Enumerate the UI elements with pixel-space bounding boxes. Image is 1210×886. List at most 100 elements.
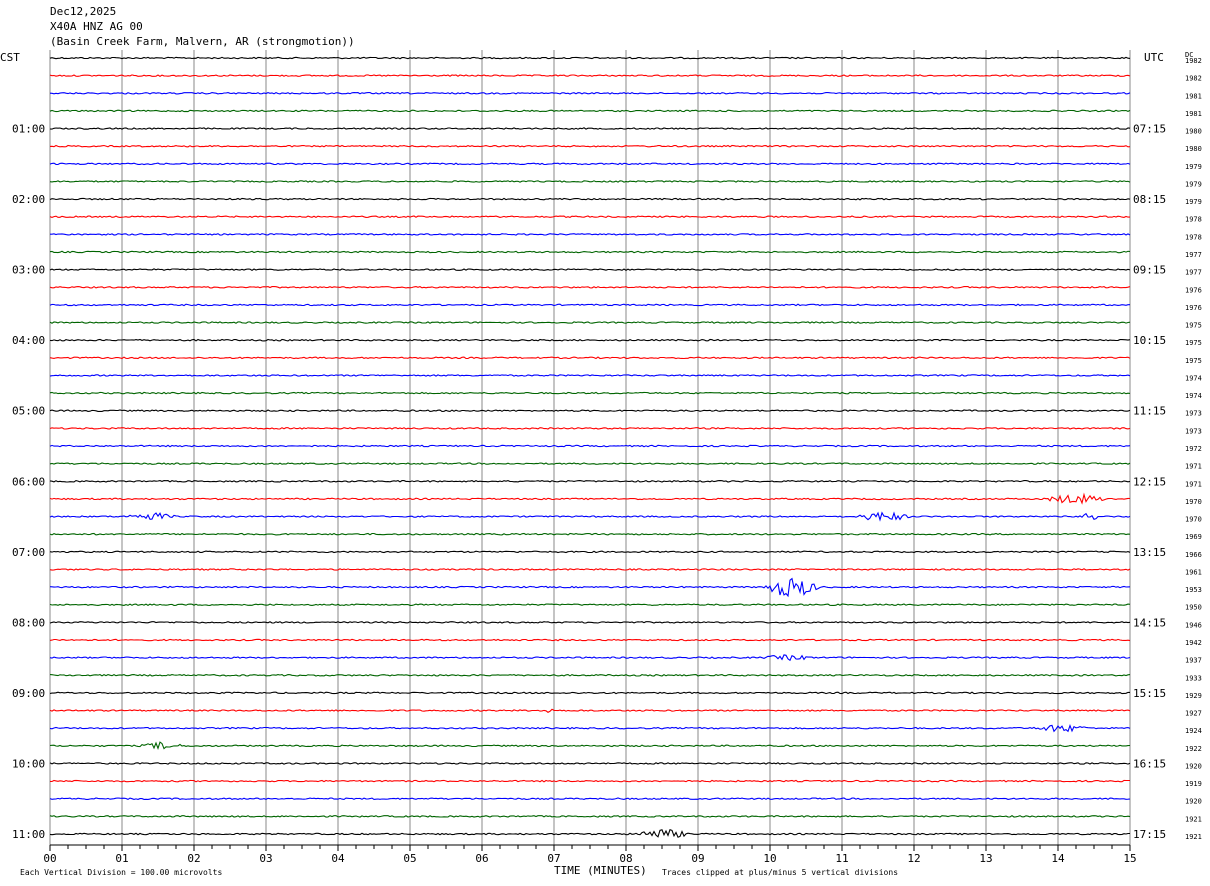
left-hour-label: 02:00 xyxy=(12,193,45,206)
trace-line xyxy=(49,638,1131,642)
dc-offset-label: 1972 xyxy=(1185,445,1202,453)
trace-line xyxy=(49,691,1130,695)
dc-offset-label: 1950 xyxy=(1185,604,1202,612)
grid-lines xyxy=(49,50,1131,845)
trace-group xyxy=(49,56,1131,838)
header-station: X40A HNZ AG 00 xyxy=(50,20,143,33)
dc-offset-label: 1979 xyxy=(1185,198,1202,206)
dc-offset-label: 1979 xyxy=(1185,180,1202,188)
trace-line xyxy=(49,492,1131,505)
x-tick-label: 07 xyxy=(547,852,560,865)
trace-line xyxy=(49,568,1131,571)
dc-offset-label: 1971 xyxy=(1185,480,1202,488)
dc-offset-label: 1970 xyxy=(1185,516,1202,524)
x-tick-label: 03 xyxy=(259,852,272,865)
left-hour-label: 09:00 xyxy=(12,687,45,700)
dc-offset-label: 1977 xyxy=(1185,251,1202,259)
dc-offset-label: 1921 xyxy=(1185,815,1202,823)
trace-line xyxy=(49,74,1131,77)
trace-line xyxy=(49,815,1131,818)
right-hour-label: 07:15 xyxy=(1133,123,1166,136)
dc-offset-label: 1982 xyxy=(1185,75,1202,83)
dc-offset-label: 1970 xyxy=(1185,498,1202,506)
dc-offset-label: 1982 xyxy=(1185,57,1202,65)
trace-line xyxy=(49,409,1131,413)
trace-line xyxy=(49,391,1131,395)
x-tick-label: 15 xyxy=(1123,852,1136,865)
trace-line xyxy=(49,532,1131,536)
dc-offset-label: 1937 xyxy=(1185,657,1202,665)
left-hour-label: 03:00 xyxy=(12,264,45,277)
x-tick-label: 13 xyxy=(979,852,992,865)
trace-line xyxy=(49,797,1131,801)
left-hour-label: 10:00 xyxy=(12,757,45,770)
left-hour-label: 01:00 xyxy=(12,123,45,136)
trace-line xyxy=(49,268,1131,271)
trace-line xyxy=(49,511,1131,522)
trace-line xyxy=(49,462,1131,465)
trace-line xyxy=(49,779,1130,783)
right-hour-label: 11:15 xyxy=(1133,405,1166,418)
left-time-labels: 01:00 02:00 03:00 04:00 05:00 06:00 07:00 08:00… xyxy=(12,123,45,841)
x-tick-label: 11 xyxy=(835,852,848,865)
header-date: Dec12,2025 xyxy=(50,5,116,18)
dc-offset-label: 1981 xyxy=(1185,110,1202,118)
dc-offset-label: 1927 xyxy=(1185,710,1202,718)
trace-line xyxy=(49,621,1131,624)
right-hour-label: 16:15 xyxy=(1133,757,1166,770)
dc-offset-label: 1942 xyxy=(1185,639,1202,647)
left-hour-label: 05:00 xyxy=(12,405,45,418)
dc-offset-label: 1920 xyxy=(1185,762,1202,770)
trace-line xyxy=(49,708,1131,713)
trace-line xyxy=(50,233,1131,236)
dc-offset-label: 1924 xyxy=(1185,727,1202,735)
trace-line xyxy=(49,723,1131,733)
dc-offset-label: 1961 xyxy=(1185,568,1202,576)
trace-line xyxy=(49,427,1131,430)
x-axis: 00 01 02 03 04 05 06 07 08 09 10 11 12 13 14 15 xyxy=(43,844,1137,865)
dc-offset-label: 1971 xyxy=(1185,463,1202,471)
right-hour-label: 12:15 xyxy=(1133,475,1166,488)
dc-offset-label: 1976 xyxy=(1185,304,1202,312)
x-tick-label: 01 xyxy=(115,852,128,865)
dc-label: DC xyxy=(1185,51,1193,59)
dc-offset-label: 1973 xyxy=(1185,427,1202,435)
trace-line xyxy=(49,577,1131,598)
dc-offset-label: 1953 xyxy=(1185,586,1202,594)
dc-offset-label: 1969 xyxy=(1185,533,1202,541)
right-hour-label: 10:15 xyxy=(1133,334,1166,347)
x-axis-title: TIME (MINUTES) xyxy=(554,864,647,877)
x-tick-label: 14 xyxy=(1051,852,1065,865)
trace-line xyxy=(49,56,1131,60)
dc-offset-label: 1946 xyxy=(1185,621,1202,629)
x-tick-label: 06 xyxy=(475,852,488,865)
right-hour-label: 17:15 xyxy=(1133,828,1166,841)
dc-offset-label: 1978 xyxy=(1185,233,1202,241)
right-hour-label: 08:15 xyxy=(1133,193,1166,206)
dc-offset-label: 1980 xyxy=(1185,145,1202,153)
dc-offset-label: 1974 xyxy=(1185,374,1202,382)
left-hour-label: 07:00 xyxy=(12,546,45,559)
dc-offset-label: 1980 xyxy=(1185,128,1202,136)
x-tick-label: 10 xyxy=(763,852,776,865)
dc-offset-label: 1919 xyxy=(1185,780,1202,788)
trace-line xyxy=(49,321,1131,324)
trace-line xyxy=(49,197,1131,201)
dc-offset-label: 1966 xyxy=(1185,551,1202,559)
trace-line xyxy=(49,338,1131,342)
trace-line xyxy=(49,144,1131,148)
trace-line xyxy=(49,603,1131,607)
clip-note: Traces clipped at plus/minus 5 vertical … xyxy=(662,868,898,877)
right-hour-label: 13:15 xyxy=(1133,546,1166,559)
dc-offset-labels: 1982 1982 1981 1981 1980 1980 1979 1979 1979 1978… xyxy=(1185,57,1202,841)
right-hour-label: 09:15 xyxy=(1133,264,1166,277)
trace-line xyxy=(49,479,1131,483)
dc-offset-label: 1975 xyxy=(1185,357,1202,365)
trace-line xyxy=(49,162,1131,166)
dc-offset-label: 1920 xyxy=(1185,798,1202,806)
x-tick-label: 08 xyxy=(619,852,632,865)
dc-offset-label: 1977 xyxy=(1185,269,1202,277)
dc-offset-label: 1973 xyxy=(1185,410,1202,418)
dc-offset-label: 1981 xyxy=(1185,92,1202,100)
